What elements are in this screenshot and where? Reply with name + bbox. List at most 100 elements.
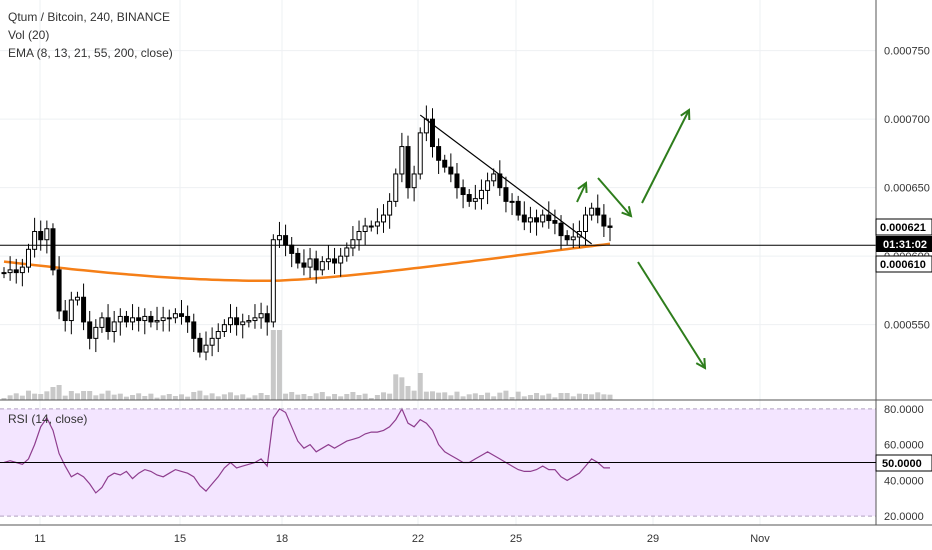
candle-up: [44, 228, 50, 241]
countdown-box: [876, 236, 932, 252]
volume-bar: [344, 394, 350, 400]
symbol-legend[interactable]: Qtum / Bitcoin, 240, BINANCE: [8, 10, 171, 24]
candle-down: [466, 194, 472, 202]
volume-bar: [546, 393, 552, 400]
candle-up: [240, 321, 246, 326]
volume-bar: [485, 392, 491, 400]
candle-down: [442, 159, 448, 168]
candle-up: [270, 239, 276, 323]
volume-bar: [570, 396, 576, 400]
volume-bar: [142, 396, 148, 400]
volume-bar: [325, 396, 331, 400]
candle-up: [583, 214, 589, 233]
candle-up: [570, 236, 576, 241]
arrow-small-up-head: [577, 181, 588, 194]
arrow-bullish-head: [680, 108, 691, 121]
candle-up: [246, 320, 252, 323]
rsi-tick-label: 40.0000: [884, 475, 924, 487]
candle-down: [234, 317, 240, 326]
candle-up: [307, 258, 313, 268]
candle-up: [350, 239, 356, 249]
volume-bar: [240, 394, 246, 400]
candle-up: [99, 317, 105, 328]
candle-up: [399, 146, 405, 175]
descending-trendline[interactable]: [419, 114, 592, 245]
rsi-tick-label: 80.0000: [884, 404, 924, 416]
volume-bar: [74, 393, 80, 400]
grid-lines: [0, 0, 876, 525]
time-axis[interactable]: 11 15 18 22 25 29 Nov: [34, 533, 770, 545]
candle-down: [295, 252, 301, 264]
volume-bar: [56, 385, 62, 400]
candle-up: [325, 258, 331, 263]
volume-bar: [99, 393, 105, 400]
volume-bars: [1, 330, 613, 400]
candle-up: [478, 189, 484, 200]
ema-legend[interactable]: EMA (8, 13, 21, 55, 200, close): [8, 46, 173, 60]
rsi-tick-label: 60.0000: [884, 440, 924, 452]
scenario-arrows[interactable]: [576, 108, 707, 370]
volume-bar: [442, 392, 448, 400]
price-tick-label: 0.000750: [884, 46, 930, 58]
volume-bar: [521, 396, 527, 400]
volume-bar: [172, 396, 178, 400]
volume-bar: [227, 392, 233, 400]
rsi-tag: 50.0000: [882, 458, 922, 470]
volume-bar: [313, 393, 319, 400]
candle-up: [117, 315, 123, 323]
arrow-bearish-head: [695, 357, 707, 370]
rsi-tag-box: [875, 454, 932, 472]
volume-bar: [381, 392, 387, 400]
volume-legend[interactable]: Vol (20): [8, 28, 50, 42]
candle-down: [558, 222, 564, 237]
rsi-line: [3, 407, 610, 494]
ema-200-line: [3, 242, 611, 283]
candle-down: [313, 258, 319, 271]
rsi-axis[interactable]: 80.0000 60.0000 40.0000 20.0000: [884, 404, 924, 523]
candle-up: [368, 225, 374, 228]
candle-down: [332, 258, 338, 264]
price-tag-lower-box: [875, 255, 932, 273]
volume-bar: [540, 395, 546, 400]
volume-bar: [387, 393, 393, 400]
candle-up: [203, 344, 209, 353]
arrow-bullish-shaft: [641, 109, 690, 204]
volume-bar: [527, 395, 533, 400]
volume-bar: [93, 395, 99, 400]
arrow-pullback-shaft: [597, 177, 632, 217]
volume-bar: [405, 386, 411, 400]
candle-down: [179, 313, 185, 317]
candle-down: [454, 173, 460, 189]
volume-bar: [68, 391, 74, 400]
volume-bar: [491, 396, 497, 400]
candle-down: [148, 315, 154, 323]
candle-down: [607, 225, 613, 228]
candle-up: [221, 324, 227, 333]
volume-bar: [368, 398, 374, 400]
volume-bar: [393, 374, 399, 400]
volume-bar: [429, 391, 435, 400]
price-tag-lower: 0.000610: [880, 259, 926, 271]
arrow-bearish-shaft: [637, 261, 706, 369]
candle-up: [381, 214, 387, 223]
candle-up: [111, 321, 117, 333]
candle-down: [595, 207, 601, 216]
volume-bar: [209, 393, 215, 400]
volume-bar: [332, 394, 338, 400]
candle-up: [19, 266, 25, 274]
volume-bar: [399, 377, 405, 400]
volume-bar: [7, 395, 13, 400]
price-tags: 0.000621 01:31:02 0.000610 50.0000: [875, 218, 932, 472]
candle-up: [25, 248, 31, 268]
volume-bar: [295, 394, 301, 400]
volume-bar: [503, 390, 509, 400]
rsi-legend[interactable]: RSI (14, close): [8, 412, 88, 426]
candle-down: [564, 235, 570, 241]
volume-bar: [283, 393, 289, 400]
candle-down: [87, 321, 93, 339]
volume-bar: [264, 395, 270, 400]
candle-down: [136, 317, 142, 322]
time-tick-label: 22: [412, 533, 424, 545]
